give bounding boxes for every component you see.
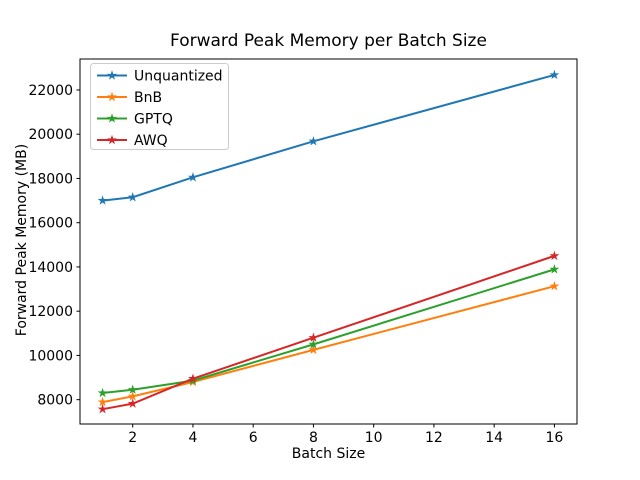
data-point-star-icon [308,339,319,349]
x-tick-label: 8 [309,430,318,446]
x-tick-label: 4 [188,430,197,446]
data-point-star-icon [97,403,108,414]
y-tick-label: 8000 [37,393,73,409]
y-tick-label: 16000 [28,216,73,232]
y-tick-label: 22000 [28,83,73,99]
x-tick-label: 2 [128,430,137,446]
x-tick-label: 12 [425,430,443,446]
y-axis-label: Forward Peak Memory (MB) [14,143,30,337]
series-line-awq [102,254,555,411]
legend-label-awq: AWQ [134,133,168,149]
data-point-star-icon [308,136,319,146]
x-tick-label: 16 [545,430,563,446]
chart-title: Forward Peak Memory per Batch Size [170,31,487,51]
data-point-star-icon [188,373,198,383]
y-tick-label: 10000 [28,348,73,364]
x-tick-label: 14 [485,430,503,446]
y-tick-label: 12000 [28,304,73,320]
data-point-star-icon [97,396,108,407]
legend-star-icon [107,134,117,145]
series-line-gptq [102,268,555,395]
y-tick-label: 18000 [28,171,73,187]
x-tick-label: 6 [249,430,258,446]
data-point-star-icon [549,250,560,261]
data-point-star-icon [127,391,138,401]
legend-label-gptq: GPTQ [134,112,173,128]
y-tick-label: 20000 [28,127,73,143]
data-point-star-icon [97,387,108,398]
data-point-star-icon [127,398,138,408]
x-tick-label: 10 [365,430,383,446]
data-point-star-icon [308,332,319,342]
legend-box [90,63,229,150]
legend-label-unquantized: Unquantized [134,69,223,85]
legend-star-icon [107,113,117,123]
data-point-star-icon [549,264,560,274]
legend-star-icon [107,91,117,102]
axes-box [79,58,578,425]
y-tick-label: 14000 [28,260,73,276]
data-point-star-icon [97,195,108,205]
data-point-star-icon [188,172,198,182]
data-point-star-icon [127,192,138,202]
data-point-star-icon [549,280,560,291]
x-axis-label: Batch Size [291,446,366,462]
data-point-star-icon [549,69,560,80]
data-point-star-icon [308,344,319,355]
data-point-star-icon [127,384,138,394]
legend-label-bnb: BnB [134,90,162,106]
legend-star-icon [107,70,117,80]
